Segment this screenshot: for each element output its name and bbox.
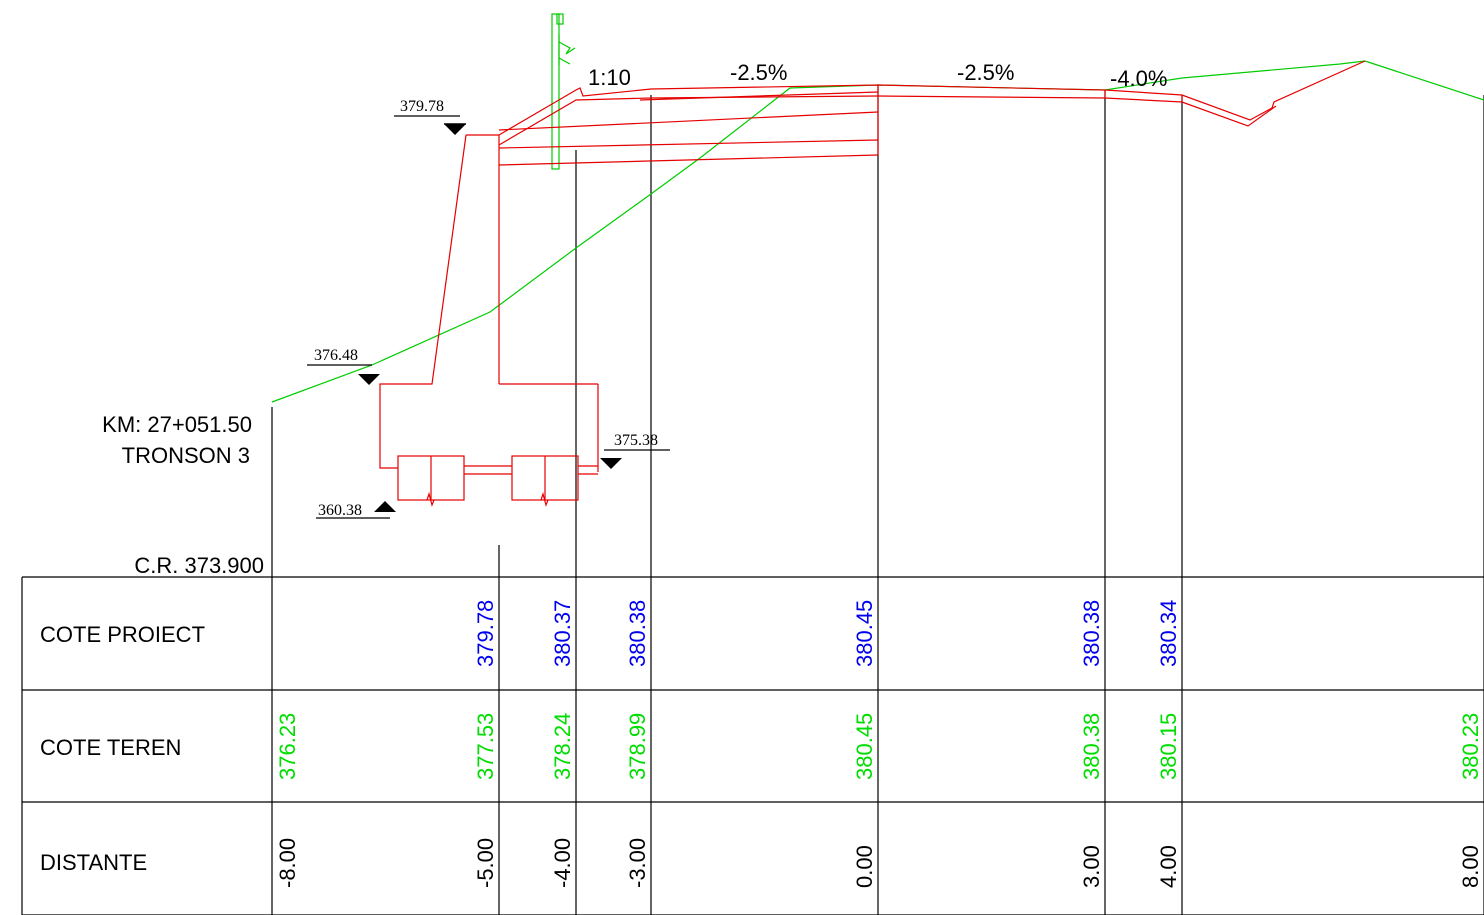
column-5: 380.38 380.38 3.00 — [1079, 600, 1104, 888]
proiect-value: 380.45 — [852, 600, 877, 667]
column-4: 380.45 380.45 0.00 — [852, 600, 877, 888]
proiect-value: 380.34 — [1156, 600, 1181, 667]
teren-value: 378.99 — [625, 713, 650, 780]
teren-value: 377.53 — [473, 713, 498, 780]
teren-value: 376.23 — [275, 713, 300, 780]
svg-text:360.38: 360.38 — [318, 502, 362, 519]
distance-value: -4.00 — [550, 838, 575, 888]
svg-text:375.38: 375.38 — [614, 432, 658, 449]
distance-value: 8.00 — [1458, 845, 1483, 888]
column-1: 379.78 377.53 -5.00 — [473, 600, 498, 888]
distance-value: 3.00 — [1079, 845, 1104, 888]
row-label-cote-teren: COTE TEREN — [40, 735, 181, 760]
column-6: 380.34 380.15 4.00 — [1156, 600, 1181, 888]
column-0: 376.23 -8.00 — [275, 713, 300, 888]
guardrail — [551, 13, 576, 170]
teren-value: 380.38 — [1079, 713, 1104, 780]
proiect-value: 380.38 — [625, 600, 650, 667]
elevation-marker-foundation-right: 375.38 — [600, 432, 670, 469]
proiect-value: 379.78 — [473, 600, 498, 667]
column-7: 380.23 8.00 — [1458, 713, 1483, 888]
proiect-value: 380.38 — [1079, 600, 1104, 667]
row-label-distante: DISTANTE — [40, 850, 147, 875]
design-structure — [379, 60, 1366, 507]
svg-text:376.48: 376.48 — [314, 347, 358, 364]
elevation-marker-foundation-bottom: 360.38 — [316, 501, 396, 519]
terrain-line — [271, 60, 1484, 403]
proiect-value: 380.37 — [550, 600, 575, 667]
km-label: KM: 27+051.50 — [102, 412, 252, 437]
reference-level: C.R. 373.900 — [134, 553, 264, 578]
teren-value: 378.24 — [550, 713, 575, 780]
column-3: 380.38 378.99 -3.00 — [625, 600, 650, 888]
slope-ratio-label: 1:10 — [588, 65, 631, 90]
distance-value: 4.00 — [1156, 845, 1181, 888]
data-table-grid — [21, 576, 1484, 915]
teren-value: 380.45 — [852, 713, 877, 780]
tronson-label: TRONSON 3 — [122, 443, 250, 468]
distance-value: -5.00 — [473, 838, 498, 888]
station-lines — [271, 85, 1484, 915]
slope-shoulder: -4.0% — [1110, 66, 1167, 91]
svg-text:379.78: 379.78 — [400, 98, 444, 115]
distance-value: 0.00 — [852, 845, 877, 888]
row-label-cote-proiect: COTE PROIECT — [40, 622, 205, 647]
slope-right-lane: -2.5% — [957, 60, 1014, 85]
teren-value: 380.15 — [1156, 713, 1181, 780]
distance-value: -3.00 — [625, 838, 650, 888]
teren-value: 380.23 — [1458, 713, 1483, 780]
distance-value: -8.00 — [275, 838, 300, 888]
elevation-marker-ground-left: 376.48 — [307, 347, 380, 385]
slope-left-lane: -2.5% — [730, 60, 787, 85]
elevation-marker-wall-top: 379.78 — [394, 98, 466, 135]
column-2: 380.37 378.24 -4.00 — [550, 600, 575, 888]
